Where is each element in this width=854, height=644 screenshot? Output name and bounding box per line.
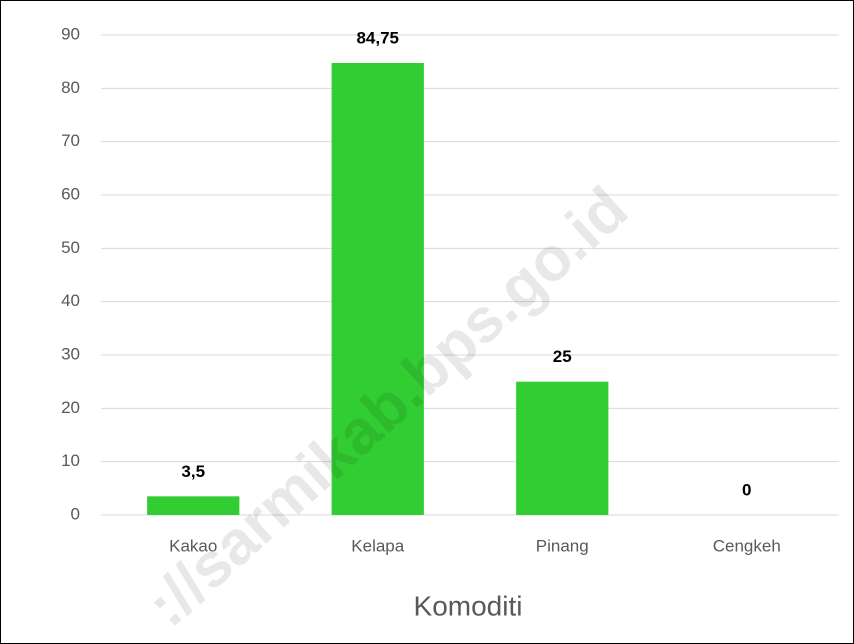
data-label: 84,75 xyxy=(356,28,399,47)
bar xyxy=(331,63,424,515)
x-tick-label: Kelapa xyxy=(351,536,404,555)
bar xyxy=(516,381,609,515)
y-tick-label: 70 xyxy=(61,131,80,150)
y-tick-label: 50 xyxy=(61,238,80,257)
data-label: 3,5 xyxy=(181,462,205,481)
data-label: 0 xyxy=(742,480,751,499)
x-tick-label: Cengkeh xyxy=(713,536,781,555)
x-tick-label: Pinang xyxy=(536,536,589,555)
y-tick-label: 80 xyxy=(61,78,80,97)
y-tick-label: 30 xyxy=(61,344,80,363)
y-tick-label: 20 xyxy=(61,398,80,417)
y-tick-label: 10 xyxy=(61,451,80,470)
bar xyxy=(147,496,240,515)
x-axis-label: Komoditi xyxy=(414,590,523,621)
y-tick-label: 40 xyxy=(61,291,80,310)
y-tick-label: 60 xyxy=(61,184,80,203)
y-tick-label: 90 xyxy=(61,24,80,43)
data-label: 25 xyxy=(553,347,572,366)
y-tick-label: 0 xyxy=(71,504,80,523)
x-tick-label: Kakao xyxy=(169,536,217,555)
